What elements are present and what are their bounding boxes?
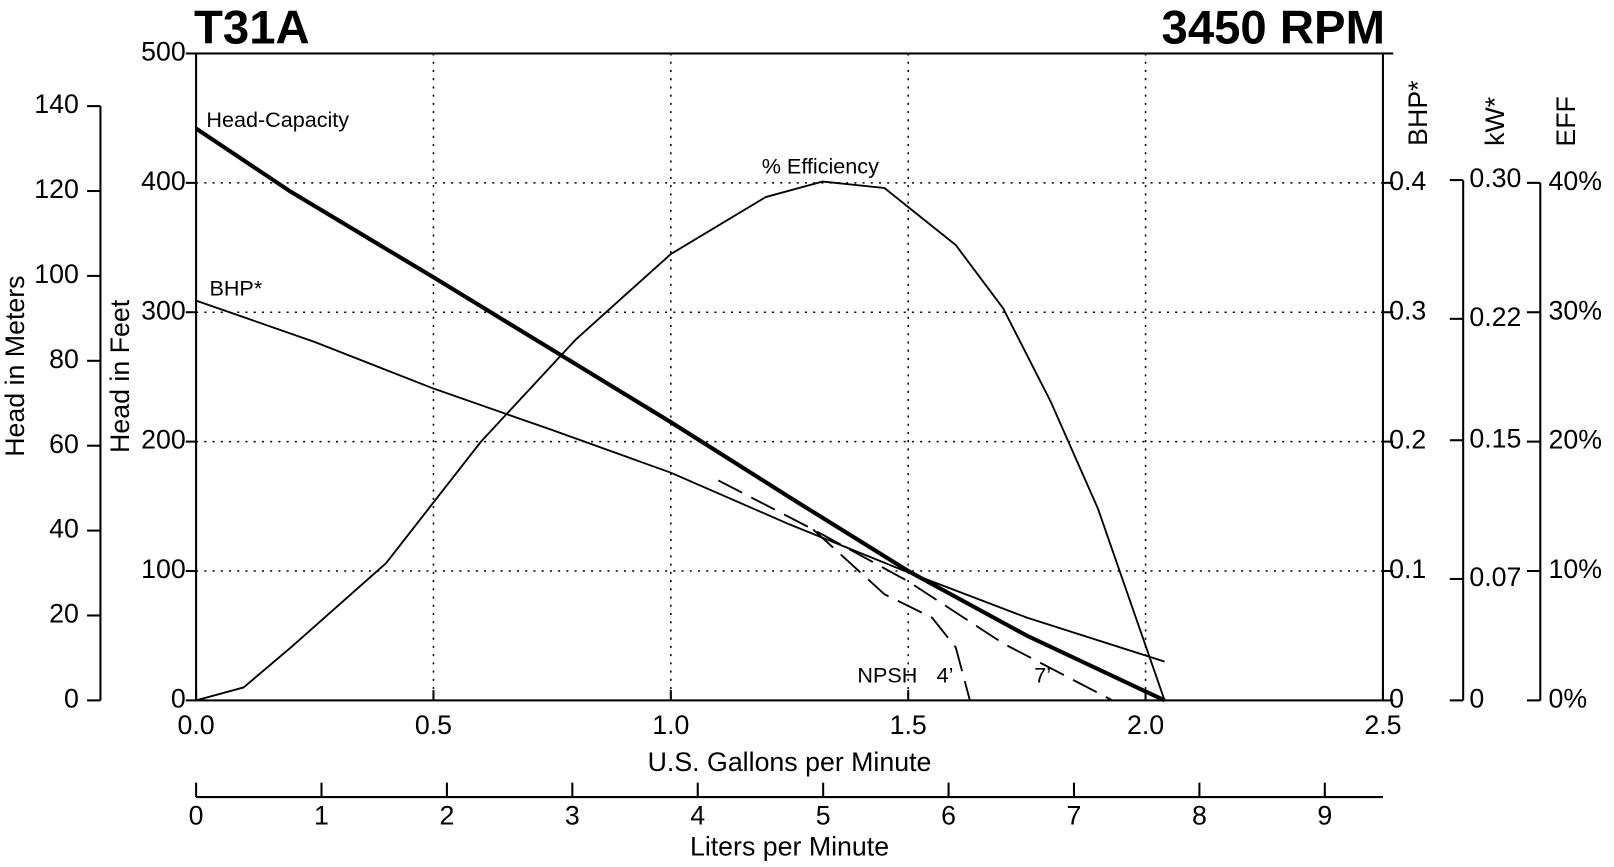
- y-tick-label: 100: [141, 554, 186, 584]
- eff-tick-label: 30%: [1549, 295, 1603, 325]
- curve: [194, 126, 1166, 703]
- kw-axis-label: kW*: [1480, 97, 1510, 146]
- liters-tick-label: 5: [816, 801, 831, 831]
- liters-tick-label: 2: [439, 801, 454, 831]
- liters-tick-label: 7: [1067, 801, 1082, 831]
- liters-tick-label: 0: [189, 801, 204, 831]
- x-axis-label: U.S. Gallons per Minute: [648, 747, 932, 777]
- y-tick-label: 300: [141, 295, 186, 325]
- liters-tick-label: 9: [1317, 801, 1332, 831]
- x-tick-label: 0.0: [178, 710, 215, 740]
- y-axis-label: Head in Feet: [105, 299, 135, 453]
- kw-tick-label: 0: [1469, 683, 1484, 713]
- x-tick-label: 0.5: [415, 710, 452, 740]
- liters-tick-label: 3: [565, 801, 580, 831]
- liters-tick-label: 8: [1192, 801, 1207, 831]
- curve: [195, 180, 1166, 702]
- plot-frame: [195, 52, 1384, 702]
- x2-axis-label: Liters per Minute: [690, 832, 889, 862]
- chart-title: T31A: [194, 1, 310, 54]
- y-tick-label: 200: [141, 425, 186, 455]
- curve: [195, 299, 1165, 663]
- meters-tick-label: 140: [34, 89, 79, 119]
- x-tick-label: 1.5: [890, 710, 927, 740]
- y-tick-label: 0: [171, 683, 186, 713]
- y-tick-label: 500: [141, 37, 186, 67]
- kw-tick-label: 0.15: [1469, 423, 1521, 453]
- eff-axis-label: EFF: [1551, 96, 1581, 147]
- liters-tick-label: 6: [941, 801, 956, 831]
- curve-label: 4’: [937, 662, 954, 687]
- eff-tick-label: 0%: [1549, 683, 1588, 713]
- chart-subtitle: 3450 RPM: [1162, 1, 1385, 54]
- meters-tick-label: 20: [49, 599, 79, 629]
- kw-tick-label: 0.07: [1469, 562, 1521, 592]
- curve-label: 7’: [1034, 662, 1051, 687]
- x-tick-label: 1.0: [652, 710, 689, 740]
- bhp-tick-label: 0: [1389, 683, 1404, 713]
- meters-tick-label: 0: [64, 683, 79, 713]
- curve-label: % Efficiency: [762, 153, 879, 178]
- bhp-tick-label: 0.1: [1389, 554, 1426, 584]
- y-tick-label: 400: [141, 166, 186, 196]
- bhp-axis-label: BHP*: [1403, 80, 1433, 145]
- meters-tick-label: 80: [49, 344, 79, 374]
- eff-tick-label: 20%: [1549, 425, 1603, 455]
- bhp-tick-label: 0.3: [1389, 295, 1426, 325]
- kw-tick-label: 0.22: [1469, 302, 1521, 332]
- bhp-tick-label: 0.4: [1389, 166, 1426, 196]
- x-tick-label: 2.0: [1127, 710, 1164, 740]
- bhp-tick-label: 0.2: [1389, 425, 1426, 455]
- meters-tick-label: 120: [34, 174, 79, 204]
- meters-tick-label: 60: [49, 429, 79, 459]
- meters-axis-label: Head in Meters: [0, 275, 30, 456]
- liters-tick-label: 1: [314, 801, 329, 831]
- liters-tick-label: 4: [690, 801, 705, 831]
- eff-tick-label: 10%: [1549, 554, 1603, 584]
- kw-tick-label: 0.30: [1469, 163, 1521, 193]
- meters-tick-label: 40: [49, 514, 79, 544]
- x-tick-label: 2.5: [1364, 710, 1401, 740]
- meters-tick-label: 100: [34, 259, 79, 289]
- curve-label: BHP*: [209, 276, 262, 301]
- eff-tick-label: 40%: [1549, 166, 1603, 196]
- annotation: NPSH: [857, 662, 917, 687]
- curve: [812, 528, 971, 701]
- curve-label: Head-Capacity: [206, 107, 349, 132]
